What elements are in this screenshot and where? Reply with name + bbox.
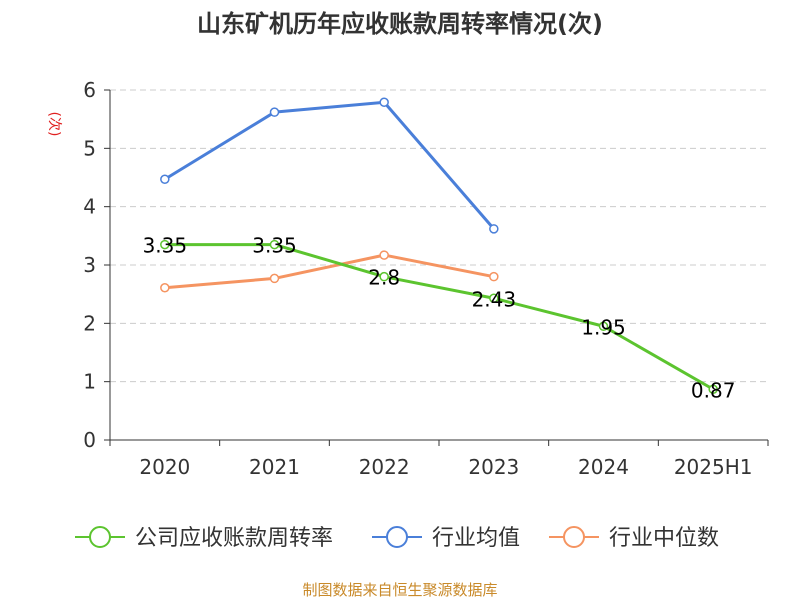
legend-marker (90, 527, 110, 547)
chart-container: 山东矿机历年应收账款周转率情况(次) (次) 0 1 2 3 4 5 6 2020 2021 20… (0, 0, 800, 600)
data-point (490, 225, 498, 233)
x-tick-label: 2024 (578, 455, 629, 479)
y-tick-label: 3 (83, 253, 96, 277)
series-line (165, 102, 494, 229)
legend-label: 行业中位数 (609, 526, 719, 551)
data-point (380, 98, 388, 106)
data-point (161, 284, 169, 292)
legend-label: 公司应收账款周转率 (135, 526, 333, 551)
data-point (490, 273, 498, 281)
x-tick-label: 2020 (139, 455, 190, 479)
legend-marker (564, 527, 584, 547)
legend-item: 行业中位数 (549, 526, 719, 551)
legend-item: 公司应收账款周转率 (75, 526, 333, 551)
chart-title: 山东矿机历年应收账款周转率情况(次) (197, 10, 603, 38)
x-tick-label: 2025H1 (674, 455, 753, 479)
data-point (271, 274, 279, 282)
data-label: 0.87 (691, 378, 736, 402)
data-point (380, 251, 388, 259)
data-point (271, 108, 279, 116)
y-tick-label: 2 (83, 311, 96, 335)
legend-marker (387, 527, 407, 547)
y-tick-label: 5 (83, 136, 96, 160)
legend-item: 行业均值 (372, 526, 520, 551)
data-label: 2.43 (472, 287, 517, 311)
data-label: 3.35 (143, 234, 188, 258)
series-1 (161, 98, 498, 233)
series-0 (161, 241, 717, 394)
data-label: 1.95 (581, 315, 626, 339)
y-tick-label: 4 (83, 195, 96, 219)
chart-svg: 山东矿机历年应收账款周转率情况(次) (次) 0 1 2 3 4 5 6 2020 2021 20… (0, 0, 800, 600)
y-tick-label: 1 (83, 370, 96, 394)
y-tick-label: 6 (83, 78, 96, 102)
data-label: 2.8 (368, 266, 400, 290)
legend: 公司应收账款周转率 行业均值 行业中位数 (75, 526, 719, 551)
y-axis-label: (次) (46, 112, 62, 137)
data-point (161, 175, 169, 183)
grid-layer (110, 90, 768, 382)
x-tick-label: 2023 (468, 455, 519, 479)
series-layer (161, 98, 717, 393)
axis-layer: 0 1 2 3 4 5 6 2020 2021 2022 2023 2024 2025H1 (83, 78, 768, 479)
x-tick-label: 2022 (359, 455, 410, 479)
data-label: 3.35 (252, 234, 297, 258)
legend-label: 行业均值 (432, 526, 520, 551)
series-2 (161, 251, 498, 292)
x-tick-label: 2021 (249, 455, 300, 479)
data-label-layer: 3.35 3.35 2.8 2.43 1.95 0.87 (143, 234, 736, 403)
footer-source: 制图数据来自恒生聚源数据库 (302, 581, 497, 599)
y-tick-label: 0 (83, 428, 96, 452)
